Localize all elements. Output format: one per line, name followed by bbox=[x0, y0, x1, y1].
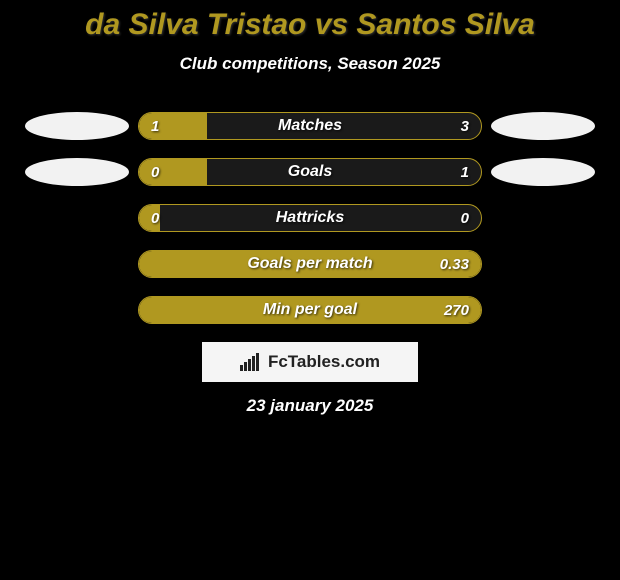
stat-value-right: 1 bbox=[461, 164, 469, 181]
stat-row: 0Goals1 bbox=[0, 158, 620, 186]
team-logo-placeholder bbox=[491, 112, 595, 140]
right-logo-slot bbox=[482, 112, 604, 140]
team-logo-placeholder bbox=[491, 158, 595, 186]
stat-row: Min per goal270 bbox=[0, 296, 620, 324]
brand-badge[interactable]: FcTables.com bbox=[202, 342, 418, 382]
page-subtitle: Club competitions, Season 2025 bbox=[0, 54, 620, 74]
stat-bar: 0Hattricks0 bbox=[138, 204, 482, 232]
team-logo-placeholder bbox=[25, 112, 129, 140]
stat-bar: Goals per match0.33 bbox=[138, 250, 482, 278]
right-logo-slot bbox=[482, 158, 604, 186]
stat-bar: 1Matches3 bbox=[138, 112, 482, 140]
stat-value-right: 3 bbox=[461, 118, 469, 135]
left-logo-slot bbox=[16, 112, 138, 140]
stat-rows: 1Matches3 0Goals1 0Hattricks0 Goals per mat… bbox=[0, 112, 620, 324]
stat-bar-fill bbox=[139, 297, 481, 323]
page-title: da Silva Tristao vs Santos Silva bbox=[0, 8, 620, 42]
stat-row: 1Matches3 bbox=[0, 112, 620, 140]
comparison-widget: da Silva Tristao vs Santos Silva Club co… bbox=[0, 0, 620, 416]
stat-bar-fill bbox=[139, 113, 207, 139]
stat-bar: 0Goals1 bbox=[138, 158, 482, 186]
snapshot-date: 23 january 2025 bbox=[0, 396, 620, 416]
stat-bar-fill bbox=[139, 159, 207, 185]
stat-row: 0Hattricks0 bbox=[0, 204, 620, 232]
stat-bar: Min per goal270 bbox=[138, 296, 482, 324]
bars-icon bbox=[240, 353, 262, 371]
brand-text: FcTables.com bbox=[268, 352, 380, 372]
left-logo-slot bbox=[16, 158, 138, 186]
stat-bar-fill bbox=[139, 205, 160, 231]
team-logo-placeholder bbox=[25, 158, 129, 186]
stat-value-right: 0 bbox=[461, 210, 469, 227]
stat-row: Goals per match0.33 bbox=[0, 250, 620, 278]
stat-bar-fill bbox=[139, 251, 481, 277]
stat-label: Hattricks bbox=[139, 209, 481, 227]
